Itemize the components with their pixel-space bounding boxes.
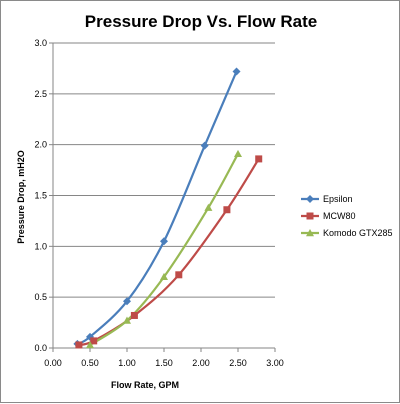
- chart-title: Pressure Drop Vs. Flow Rate: [85, 12, 317, 31]
- legend-marker: [306, 212, 314, 220]
- legend-label: Epsilon: [323, 194, 353, 204]
- x-tick-label: 3.00: [266, 358, 284, 368]
- data-point-epsilon: [160, 237, 168, 246]
- y-axis-ticks: 0.0 0.5 1.0 1.5 2.0 2.5 3.0: [34, 38, 53, 353]
- y-tick-label: 0.0: [34, 343, 47, 353]
- data-point-komodo-gtx285: [86, 340, 94, 349]
- legend-label: MCW80: [323, 211, 356, 221]
- x-axis-title: Flow Rate, GPM: [111, 380, 179, 390]
- data-point-epsilon: [232, 67, 241, 76]
- y-tick-label: 2.5: [34, 89, 47, 99]
- y-tick-label: 1.5: [34, 191, 47, 201]
- data-point-epsilon: [123, 297, 131, 306]
- legend-item-epsilon: Epsilon: [301, 194, 353, 204]
- data-point-mcw80: [75, 341, 83, 349]
- x-axis-ticks: 0.00 0.50 1.00 1.50 2.00 2.50 3.00: [44, 348, 284, 368]
- x-tick-label: 2.50: [229, 358, 247, 368]
- data-point-epsilon: [200, 141, 209, 150]
- y-tick-label: 0.5: [34, 292, 47, 302]
- series-line-epsilon: [76, 71, 238, 345]
- data-point-mcw80: [130, 311, 138, 319]
- x-tick-label: 0.00: [44, 358, 62, 368]
- data-point-komodo-gtx285: [204, 203, 213, 211]
- gridlines: [53, 42, 275, 298]
- y-tick-label: 3.0: [34, 38, 47, 48]
- x-tick-label: 1.00: [118, 358, 136, 368]
- legend-item-komodo-gtx285: Komodo GTX285: [301, 228, 393, 238]
- data-point-komodo-gtx285: [123, 316, 131, 324]
- x-tick-label: 0.50: [81, 358, 99, 368]
- data-point-komodo-gtx285: [234, 149, 242, 158]
- legend-label: Komodo GTX285: [323, 228, 393, 238]
- y-tick-label: 1.0: [34, 241, 47, 251]
- legend-item-mcw80: MCW80: [301, 211, 356, 221]
- series-lines: [76, 71, 260, 347]
- data-point-komodo-gtx285: [160, 272, 168, 281]
- y-tick-label: 2.0: [34, 140, 47, 150]
- legend-marker: [306, 195, 314, 203]
- data-point-mcw80: [175, 271, 183, 279]
- legend-marker: [306, 229, 314, 237]
- legend: Epsilon MCW80 Komodo GTX285: [301, 194, 393, 238]
- x-tick-label: 2.00: [192, 358, 210, 368]
- y-axis-title: Pressure Drop, mH2O: [16, 150, 26, 244]
- data-point-mcw80: [255, 155, 263, 163]
- x-tick-label: 1.50: [155, 358, 173, 368]
- series-markers: [73, 67, 263, 349]
- data-point-mcw80: [90, 337, 98, 345]
- series-line-mcw80: [78, 158, 260, 347]
- data-point-mcw80: [223, 206, 231, 214]
